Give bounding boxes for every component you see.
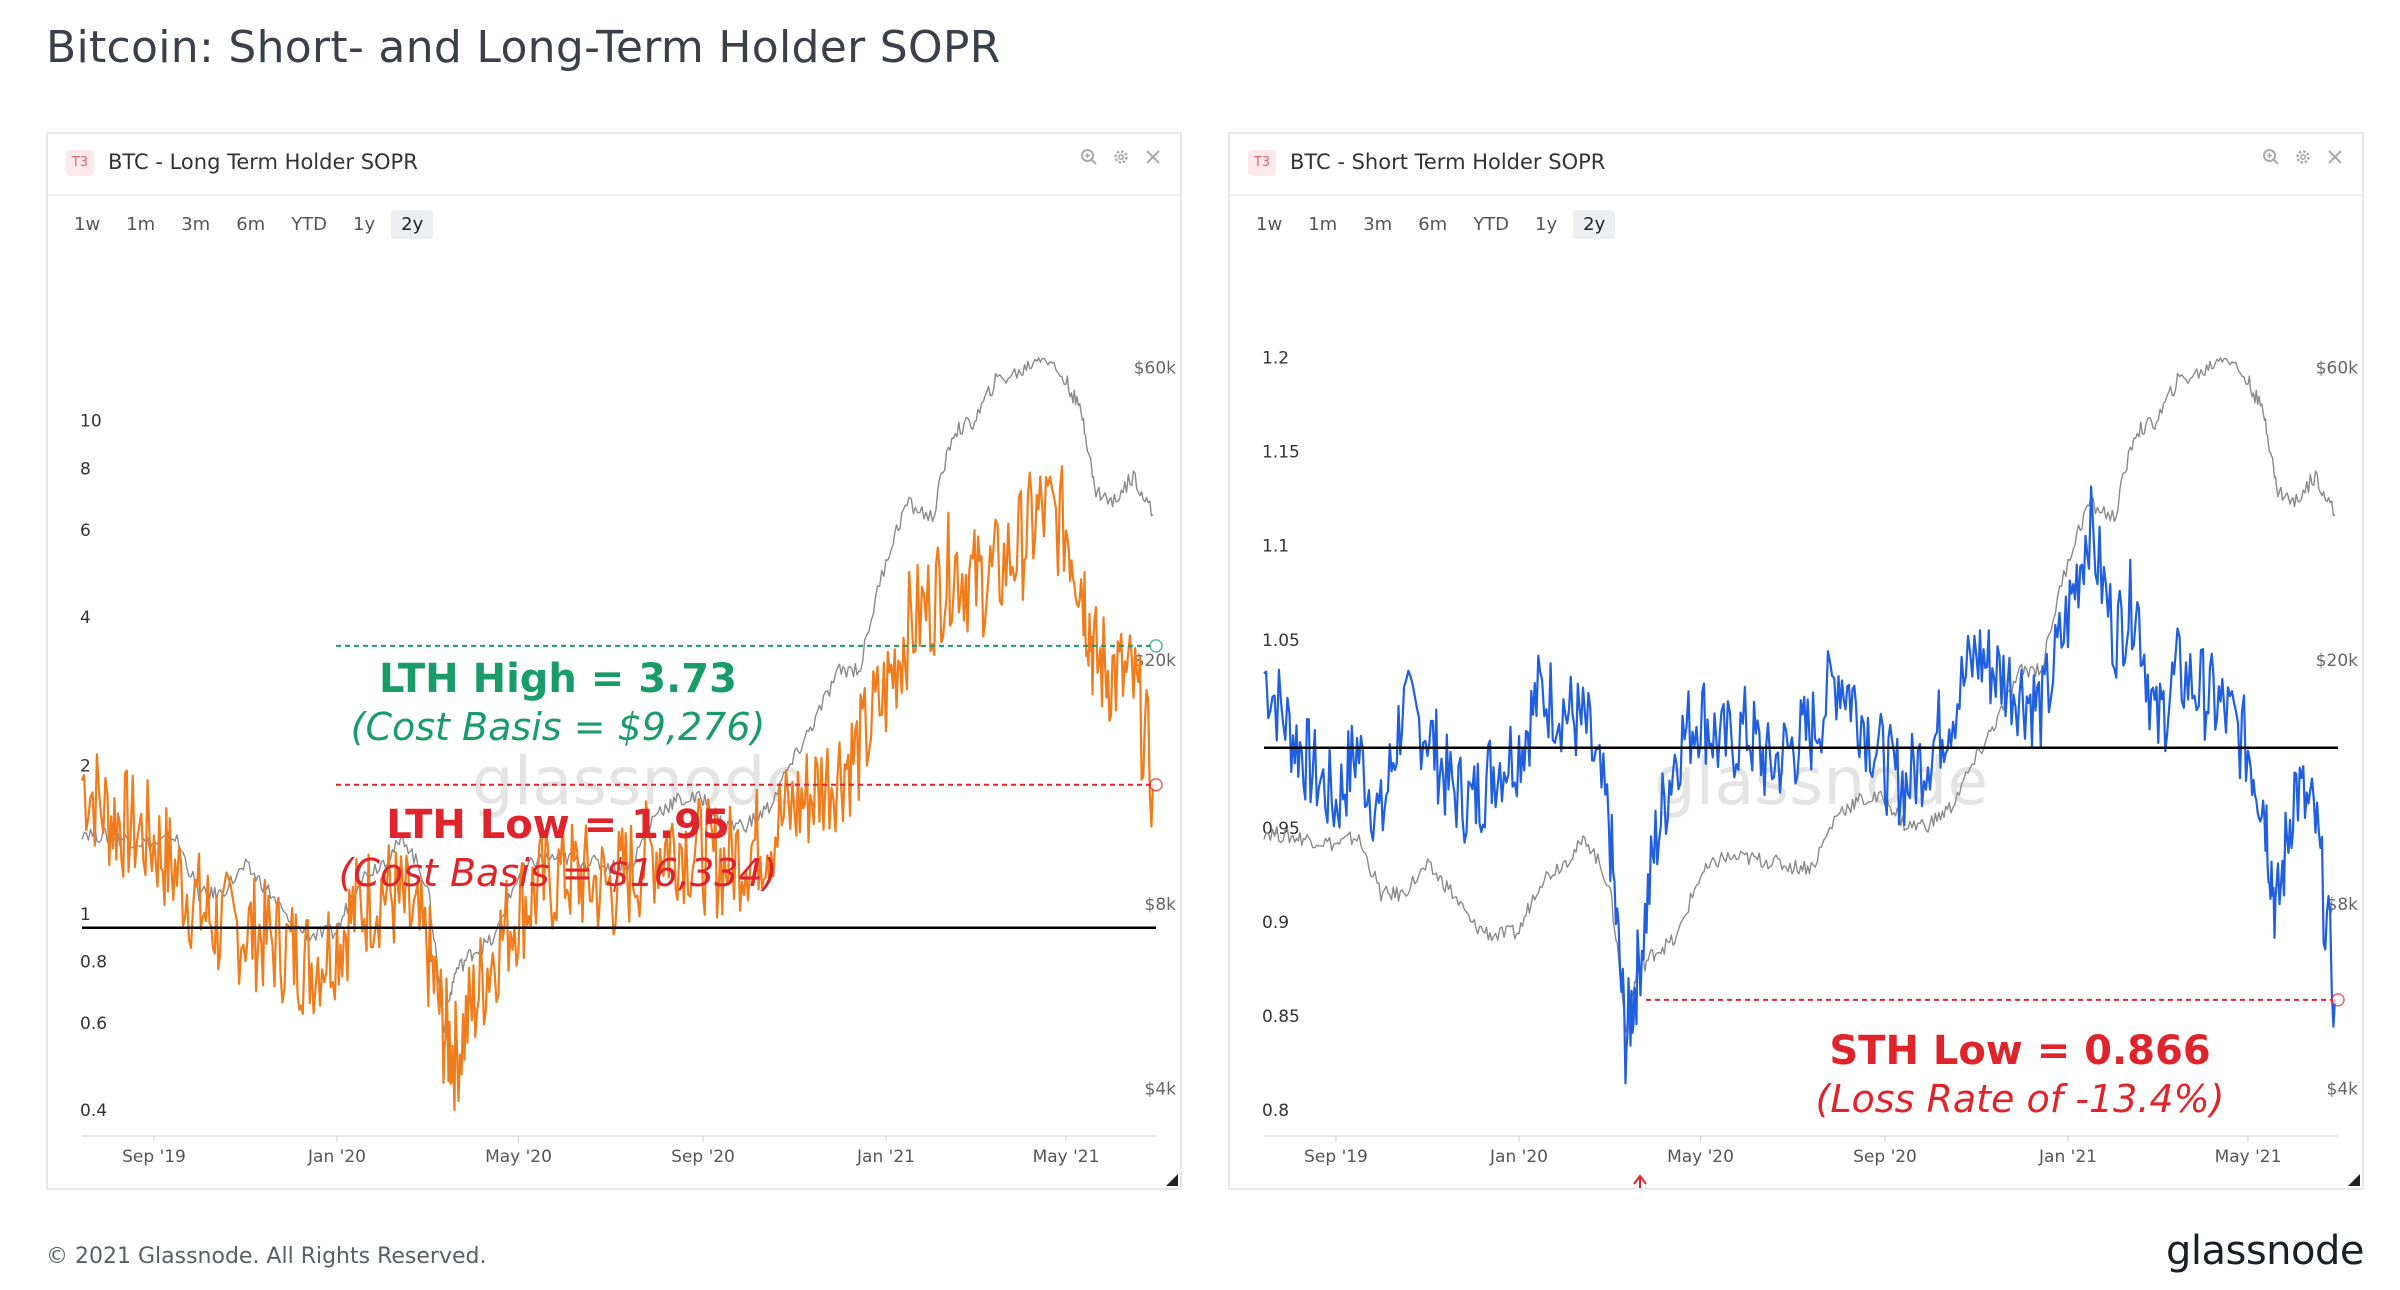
y-tick-label: 10 (80, 412, 102, 432)
annotation-label: LTH Low = 1.95 (386, 802, 730, 848)
y-tick-label: 1.2 (1262, 349, 1289, 369)
close-icon[interactable] (2326, 148, 2344, 166)
glassnode-logo[interactable]: glassnode (2165, 1228, 2365, 1274)
x-tick-label: Jan '21 (856, 1147, 915, 1167)
resize-handle[interactable] (1166, 1174, 1178, 1186)
annotation-label: LTH High = 3.73 (379, 656, 737, 702)
price-tick-label: $4k (2327, 1079, 2359, 1099)
annotation-label: (Cost Basis = $16,334) (339, 851, 778, 895)
gear-icon[interactable] (2294, 148, 2312, 166)
range-3m[interactable]: 3m (171, 210, 220, 239)
x-tick-label: Jan '21 (2038, 1147, 2097, 1167)
range-selector: 1w 1m 3m 6m YTD 1y 2y (1246, 210, 1616, 239)
range-2y[interactable]: 2y (391, 210, 434, 239)
range-1m[interactable]: 1m (1298, 210, 1347, 239)
price-tick-label: $60k (1134, 358, 1176, 378)
range-ytd[interactable]: YTD (281, 210, 337, 239)
price-tick-label: $4k (1145, 1079, 1177, 1099)
panel-header: T3 BTC - Short Term Holder SOPR (1230, 134, 2362, 196)
x-tick-label: Sep '19 (1304, 1147, 1368, 1167)
y-tick-label: 1.05 (1262, 631, 1300, 651)
x-tick-label: Sep '19 (122, 1147, 186, 1167)
y-tick-label: 1.1 (1262, 537, 1289, 557)
x-tick-label: May '21 (1033, 1147, 1100, 1167)
zoom-icon[interactable] (1080, 148, 1098, 166)
x-tick-label: May '21 (2215, 1147, 2282, 1167)
y-tick-label: 0.8 (1262, 1101, 1289, 1121)
y-tick-label: 1.15 (1262, 443, 1300, 463)
sth-sopr-chart[interactable]: 0.8 0.85 0.9 0.95 1.05 1.1 1.15 1.2 $4k $8k $20k $6… (1230, 134, 2362, 1188)
y-tick-label: 1 (80, 905, 91, 925)
range-1w[interactable]: 1w (1246, 210, 1292, 239)
range-1y[interactable]: 1y (343, 210, 385, 239)
y-tick-label: 0.95 (1262, 819, 1300, 839)
resize-handle[interactable] (2348, 1174, 2360, 1186)
lth-sopr-chart[interactable]: 0.4 0.6 0.8 1 2 4 6 8 10 $4k $8k $20k $60k Sep '19 Jan… (48, 134, 1180, 1188)
panel-sth-sopr: T3 BTC - Short Term Holder SOPR 1w 1m 3m… (1228, 132, 2364, 1190)
y-tick-label: 0.6 (80, 1014, 107, 1034)
y-tick-label: 6 (80, 521, 91, 541)
y-tick-label: 8 (80, 459, 91, 479)
annotation-label: (Cost Basis = $9,276) (351, 705, 766, 749)
page-title: Bitcoin: Short- and Long-Term Holder SOP… (46, 22, 1001, 73)
panel-lth-sopr: T3 BTC - Long Term Holder SOPR 1w 1m 3m … (46, 132, 1182, 1190)
zoom-icon[interactable] (2262, 148, 2280, 166)
price-tick-label: $8k (1145, 895, 1177, 915)
annotation-arrowhead (1633, 1174, 1647, 1185)
sopr-series-line (80, 465, 1155, 1112)
range-6m[interactable]: 6m (226, 210, 275, 239)
range-1y[interactable]: 1y (1525, 210, 1567, 239)
range-6m[interactable]: 6m (1408, 210, 1457, 239)
y-tick-label: 0.9 (1262, 913, 1289, 933)
x-tick-label: Jan '20 (1489, 1147, 1548, 1167)
x-tick-label: May '20 (485, 1147, 552, 1167)
range-3m[interactable]: 3m (1353, 210, 1402, 239)
annotation-label: (Loss Rate of -13.4%) (1816, 1077, 2225, 1121)
y-tick-label: 0.85 (1262, 1007, 1300, 1027)
reference-marker (2331, 993, 2345, 1007)
x-tick-label: Jan '20 (307, 1147, 366, 1167)
range-ytd[interactable]: YTD (1463, 210, 1519, 239)
price-tick-label: $60k (2316, 358, 2358, 378)
tier-badge: T3 (1248, 150, 1276, 176)
watermark: glassnode (1654, 743, 1988, 820)
y-tick-label: 0.4 (80, 1101, 107, 1121)
range-1w[interactable]: 1w (64, 210, 110, 239)
x-tick-label: Sep '20 (671, 1147, 735, 1167)
price-series-line (1263, 357, 2336, 1033)
panel-title: BTC - Short Term Holder SOPR (1290, 150, 1606, 174)
reference-marker (1149, 777, 1163, 792)
gear-icon[interactable] (1112, 148, 1130, 166)
price-series-line (81, 357, 1154, 1033)
tier-badge: T3 (66, 150, 94, 176)
reference-marker (1149, 639, 1163, 653)
x-tick-label: Sep '20 (1853, 1147, 1917, 1167)
price-tick-label: $8k (2327, 895, 2359, 915)
copyright-text: © 2021 Glassnode. All Rights Reserved. (46, 1244, 487, 1269)
range-1m[interactable]: 1m (116, 210, 165, 239)
watermark: glassnode (472, 743, 806, 820)
y-tick-label: 2 (80, 756, 91, 776)
range-selector: 1w 1m 3m 6m YTD 1y 2y (64, 210, 434, 239)
panel-header: T3 BTC - Long Term Holder SOPR (48, 134, 1180, 196)
sopr-series-line (1263, 485, 2337, 1085)
price-tick-label: $20k (1134, 651, 1176, 671)
x-tick-label: May '20 (1667, 1147, 1734, 1167)
range-2y[interactable]: 2y (1573, 210, 1616, 239)
price-tick-label: $20k (2316, 651, 2358, 671)
y-tick-label: 4 (80, 608, 91, 628)
panel-title: BTC - Long Term Holder SOPR (108, 150, 418, 174)
y-tick-label: 0.8 (80, 953, 107, 973)
close-icon[interactable] (1144, 148, 1162, 166)
annotation-label: STH Low = 0.866 (1829, 1028, 2210, 1074)
